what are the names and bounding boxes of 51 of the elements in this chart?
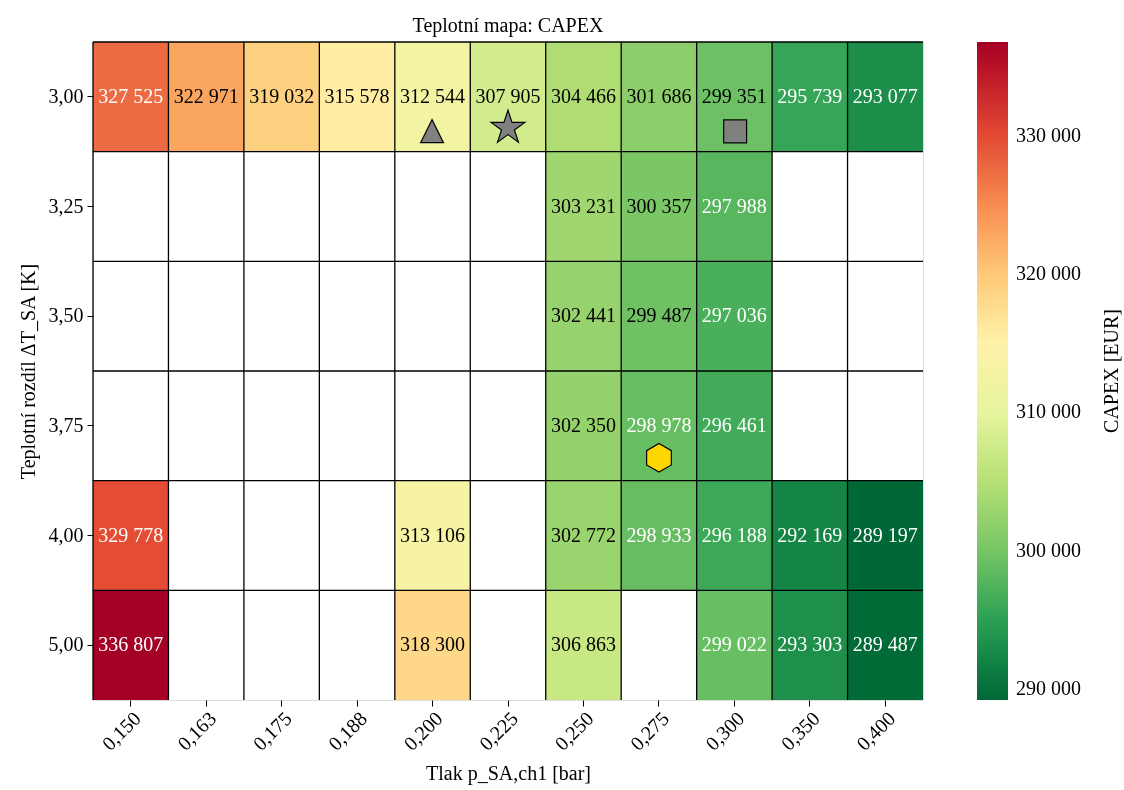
y-axis-title: Teplotní rozdíl ΔT_SA [K] [16, 263, 40, 480]
data-label: 296 461 [701, 413, 767, 436]
data-label: 301 686 [626, 84, 692, 107]
color-bar-title: CAPEX [EUR] [1100, 309, 1122, 433]
data-label: 327 525 [98, 84, 164, 107]
annotation: ■ [720, 111, 750, 146]
data-label: 304 466 [550, 84, 616, 107]
color-bar-label: 300 000 [1016, 538, 1081, 561]
data-label: 303 231 [550, 194, 616, 217]
y-tick-label: 5,00 [48, 633, 84, 656]
data-label: 300 357 [626, 194, 692, 217]
color-bar-label: 310 000 [1016, 400, 1081, 423]
chart-title: Teplotní mapa: CAPEX [412, 14, 604, 38]
data-label: 292 169 [777, 523, 843, 546]
annotation: ▲ [420, 111, 444, 146]
data-label: 307 905 [475, 84, 541, 107]
color-bar-label: 330 000 [1016, 124, 1081, 147]
data-label: 299 487 [626, 304, 692, 327]
data-label: 306 863 [550, 633, 616, 656]
y-tick-label: 3,50 [48, 304, 84, 327]
data-label: 295 739 [777, 84, 843, 107]
data-label: 293 303 [777, 633, 843, 656]
data-label: 313 106 [400, 523, 466, 546]
data-label: 289 197 [852, 523, 918, 546]
data-label: 298 933 [626, 523, 692, 546]
data-label: 297 988 [701, 194, 767, 217]
data-label: 315 578 [324, 84, 390, 107]
data-label: 299 022 [701, 633, 767, 656]
data-label: 322 971 [173, 84, 239, 107]
data-label: 302 350 [550, 413, 616, 436]
data-label: 329 778 [98, 523, 164, 546]
data-label: 297 036 [701, 304, 767, 327]
data-label: 299 351 [701, 84, 767, 107]
data-label: 298 978 [626, 413, 692, 436]
y-tick-label: 3,00 [48, 84, 84, 107]
data-label: 302 772 [550, 523, 616, 546]
data-label: 319 032 [249, 84, 315, 107]
y-tick-label: 3,75 [48, 413, 84, 436]
data-label: 296 188 [701, 523, 767, 546]
data-label: 293 077 [852, 84, 918, 107]
color-bar-label: 320 000 [1016, 262, 1081, 285]
y-tick-label: 3,25 [48, 194, 84, 217]
x-axis-title: Tlak p_SA,ch1 [bar] [426, 762, 591, 786]
data-label: 289 487 [852, 633, 918, 656]
data-label: 312 544 [400, 84, 466, 107]
annotation: ⬢ [644, 437, 674, 477]
color-bar-label: 290 000 [1016, 676, 1081, 699]
data-label: 336 807 [98, 633, 164, 656]
data-label: 318 300 [400, 633, 466, 656]
y-tick-label: 4,00 [48, 523, 84, 546]
data-label: 302 441 [550, 304, 616, 327]
